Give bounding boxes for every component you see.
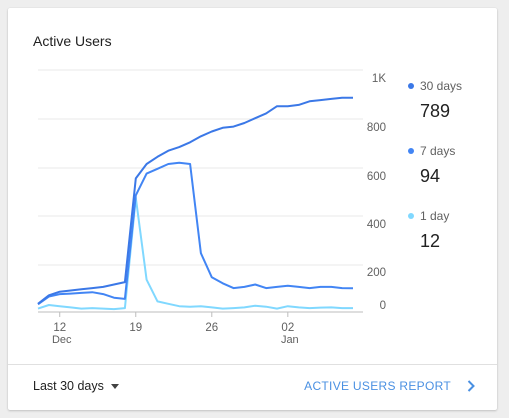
legend-item-1-day: 1 day 12 [408, 208, 488, 273]
y-tick-label: 1K [372, 73, 386, 85]
legend-value: 94 [420, 166, 441, 186]
card-footer: Last 30 days ACTIVE USERS REPORT [8, 364, 497, 410]
date-range-label: Last 30 days [33, 379, 104, 393]
active-users-report-link[interactable]: ACTIVE USERS REPORT [304, 379, 475, 393]
x-tick-sublabel: Dec [52, 334, 72, 346]
card-title: Active Users [33, 33, 112, 49]
legend-value: 12 [420, 231, 441, 251]
series-line-30-days [37, 96, 353, 305]
y-tick-label: 0 [380, 300, 386, 312]
report-link-label: ACTIVE USERS REPORT [304, 379, 451, 393]
y-tick-label: 400 [367, 219, 386, 231]
series-line-7-days [37, 161, 354, 306]
x-tick-label: 19 [129, 322, 142, 334]
grid-lines [38, 69, 363, 313]
x-tick-label: 02 [281, 322, 294, 334]
legend-value: 789 [420, 101, 451, 121]
series-line-1-day [37, 196, 353, 311]
legend-item-7-days: 7 days 94 [408, 143, 488, 208]
y-tick-label: 800 [367, 122, 386, 134]
legend-dot-icon [408, 213, 414, 219]
legend-label: 7 days [420, 144, 456, 158]
y-tick-label: 200 [367, 267, 386, 279]
legend-label: 30 days [420, 79, 463, 93]
y-tick-label: 600 [367, 171, 386, 183]
date-range-dropdown[interactable]: Last 30 days [33, 379, 119, 393]
x-tick-sublabel: Jan [281, 334, 299, 346]
y-tick-labels: 1K 800 600 400 200 0 [367, 73, 387, 312]
x-tick-label: 26 [205, 322, 218, 334]
legend: 30 days 789 7 days 94 1 day 12 [408, 78, 488, 273]
legend-dot-icon [408, 83, 414, 89]
active-users-card: Active Users 1K 800 600 400 200 0 12 Dec 19 26 02… [8, 8, 497, 410]
chevron-right-icon [467, 380, 475, 392]
caret-down-icon [110, 383, 119, 389]
legend-dot-icon [408, 148, 414, 154]
series-lines [37, 96, 354, 311]
legend-label: 1 day [420, 209, 450, 223]
x-tick-label: 12 [53, 322, 66, 334]
legend-item-30-days: 30 days 789 [408, 78, 488, 143]
